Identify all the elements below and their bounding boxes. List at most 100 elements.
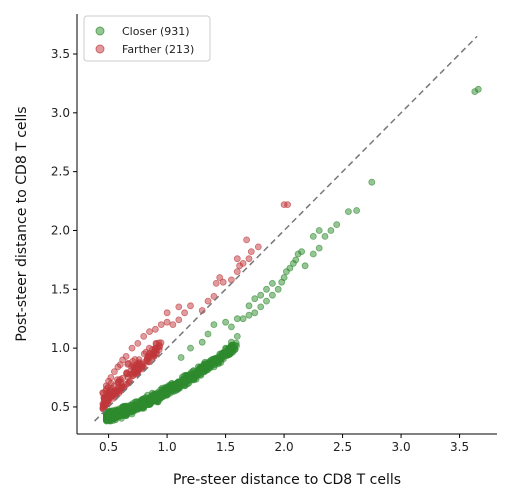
- closer-point: [157, 394, 165, 401]
- legend-marker-closer: [95, 26, 105, 36]
- closer-point: [344, 208, 352, 216]
- closer-point: [177, 354, 185, 361]
- y-tick-label: 1.0: [51, 341, 70, 355]
- closer-point: [315, 244, 323, 252]
- closer-point: [118, 403, 126, 411]
- farther-point: [219, 278, 227, 286]
- closer-point: [169, 388, 177, 396]
- legend-marker-farther: [95, 44, 105, 54]
- farther-point: [247, 248, 255, 256]
- farther-point: [107, 374, 115, 381]
- x-tick-label: 0.5: [99, 440, 118, 454]
- farther-point: [125, 378, 133, 386]
- farther-point: [123, 369, 131, 377]
- x-tick-label: 3.5: [450, 440, 469, 454]
- farther-point: [128, 344, 136, 352]
- closer-point: [181, 379, 189, 387]
- closer-point: [263, 285, 270, 293]
- farther-point: [233, 268, 241, 276]
- closer-point: [353, 207, 361, 214]
- closer-point: [263, 297, 270, 305]
- farther-point: [181, 309, 189, 317]
- closer-point: [128, 410, 136, 418]
- closer-point: [309, 250, 317, 258]
- closer-point: [116, 412, 124, 420]
- closer-point: [233, 332, 241, 340]
- closer-point: [368, 178, 376, 186]
- closer-point: [110, 408, 118, 416]
- legend-box: [83, 15, 211, 62]
- farther-point: [145, 344, 153, 352]
- closer-point: [222, 318, 230, 326]
- points-layer: [99, 85, 482, 425]
- farther-point: [245, 255, 253, 263]
- closer-point: [301, 262, 309, 270]
- farther-point: [254, 243, 262, 251]
- farther-point: [157, 321, 165, 329]
- closer-point: [333, 221, 341, 229]
- y-axis-ticks: 0.5 1.0 1.5 2.0 2.5 3.0 3.5: [51, 47, 77, 414]
- farther-point: [146, 350, 154, 358]
- y-tick-label: 3.0: [51, 106, 70, 120]
- closer-point: [315, 227, 323, 234]
- closer-point: [251, 295, 259, 303]
- closer-point: [292, 256, 300, 264]
- closer-point: [204, 361, 212, 369]
- farther-point: [108, 393, 115, 400]
- closer-point: [175, 384, 183, 392]
- farther-point: [216, 274, 224, 281]
- closer-point: [268, 279, 276, 287]
- closer-point: [327, 227, 335, 234]
- closer-point: [140, 403, 148, 411]
- farther-point: [210, 292, 218, 300]
- farther-point: [152, 339, 160, 347]
- closer-point: [474, 85, 482, 93]
- closer-point: [257, 303, 265, 311]
- closer-point: [274, 285, 282, 293]
- farther-point: [102, 394, 110, 402]
- legend-label-farther: Farther (213): [122, 43, 194, 56]
- y-axis-label: Post-steer distance to CD8 T cells: [14, 106, 30, 341]
- farther-point: [239, 259, 247, 267]
- closer-point: [216, 350, 224, 358]
- farther-point: [99, 389, 107, 397]
- farther-point: [169, 321, 177, 329]
- closer-point: [245, 311, 253, 319]
- closer-point: [210, 356, 218, 364]
- farther-point: [163, 318, 171, 326]
- y-tick-label: 3.5: [51, 47, 70, 61]
- farther-point: [243, 236, 251, 244]
- x-axis-label: Pre-steer distance to CD8 T cells: [173, 472, 401, 488]
- y-tick-label: 1.5: [51, 282, 70, 296]
- closer-point: [187, 344, 194, 352]
- x-tick-label: 1.0: [158, 440, 177, 454]
- farther-point: [163, 309, 171, 317]
- diagonal-reference-line: [94, 35, 478, 422]
- farther-point: [233, 255, 241, 263]
- farther-point: [175, 303, 183, 311]
- y-tick-label: 2.5: [51, 165, 70, 179]
- closer-point: [122, 409, 130, 417]
- closer-point: [111, 415, 118, 423]
- closer-point: [222, 344, 230, 352]
- farther-point: [101, 400, 108, 408]
- x-tick-label: 2.5: [333, 440, 352, 454]
- farther-point: [114, 376, 121, 384]
- closer-point: [268, 291, 276, 299]
- x-axis-ticks: 0.5 1.0 1.5 2.0 2.5 3.0 3.5: [99, 434, 469, 454]
- closer-point: [286, 264, 294, 272]
- closer-point: [321, 232, 329, 240]
- closer-point: [151, 397, 159, 405]
- closer-point: [298, 248, 306, 256]
- x-tick-label: 3.0: [392, 440, 411, 454]
- closer-point: [210, 321, 218, 329]
- y-tick-label: 0.5: [51, 400, 70, 414]
- legend: Closer (931) Farther (213): [83, 15, 211, 62]
- closer-point: [146, 401, 153, 409]
- closer-point: [134, 405, 142, 413]
- farther-point: [134, 339, 142, 347]
- closer-point: [309, 232, 317, 240]
- closer-point: [198, 365, 206, 373]
- farther-point: [146, 328, 153, 336]
